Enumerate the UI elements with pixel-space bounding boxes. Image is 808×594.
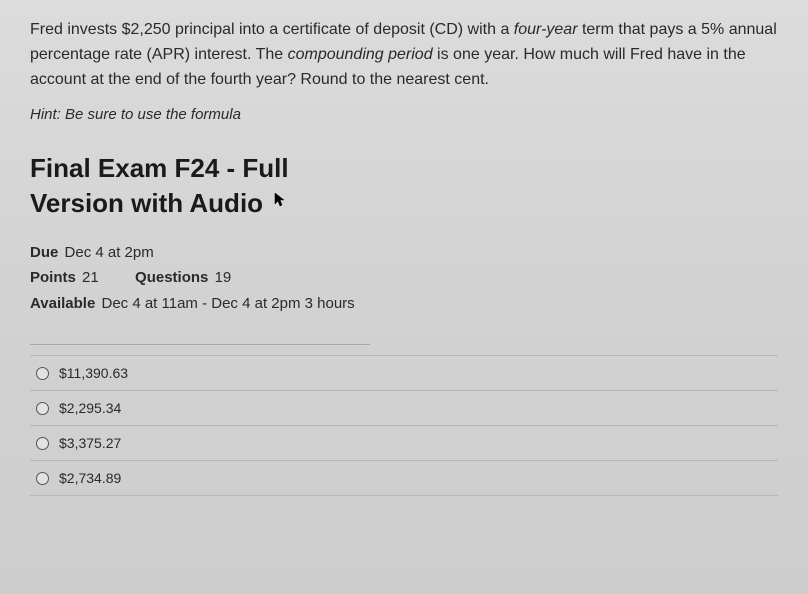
option-3[interactable]: $3,375.27 [30, 425, 778, 460]
option-3-label: $3,375.27 [59, 435, 121, 451]
meta-points-line: Points 21 Questions 19 [30, 265, 370, 291]
cursor-icon [274, 192, 286, 214]
option-2[interactable]: $2,295.34 [30, 390, 778, 425]
q-text-em2: compounding period [288, 46, 433, 63]
questions-label: Questions [135, 269, 208, 286]
radio-icon[interactable] [36, 367, 49, 380]
due-value: Dec 4 at 2pm [65, 244, 154, 261]
available-label: Available [30, 295, 95, 312]
exam-title-text: Final Exam F24 - Full Version with Audio [30, 153, 289, 218]
duration-value: 3 hours [305, 295, 355, 312]
radio-icon[interactable] [36, 402, 49, 415]
q-text-em1: four-year [514, 21, 578, 38]
exam-title: Final Exam F24 - Full Version with Audio [30, 151, 350, 221]
q-text-1: Fred invests $2,250 principal into a cer… [30, 21, 514, 38]
answer-options: $11,390.63 $2,295.34 $3,375.27 $2,734.89 [30, 355, 778, 496]
meta-available-line: Available Dec 4 at 11am - Dec 4 at 2pm 3… [30, 291, 370, 317]
option-2-label: $2,295.34 [59, 400, 121, 416]
points-value: 21 [82, 269, 99, 286]
exam-meta: Due Dec 4 at 2pm Points 21 Questions 19 … [30, 240, 370, 335]
meta-divider [30, 344, 370, 345]
radio-icon[interactable] [36, 437, 49, 450]
option-4[interactable]: $2,734.89 [30, 460, 778, 496]
due-label: Due [30, 244, 58, 261]
meta-due-line: Due Dec 4 at 2pm [30, 240, 370, 266]
option-4-label: $2,734.89 [59, 470, 121, 486]
questions-value: 19 [215, 269, 232, 286]
option-1-label: $11,390.63 [59, 365, 128, 381]
hint-text: Hint: Be sure to use the formula [30, 106, 778, 123]
question-text: Fred invests $2,250 principal into a cer… [30, 18, 778, 92]
available-value: Dec 4 at 11am - Dec 4 at 2pm [101, 295, 300, 312]
radio-icon[interactable] [36, 472, 49, 485]
option-1[interactable]: $11,390.63 [30, 355, 778, 390]
points-label: Points [30, 269, 76, 286]
